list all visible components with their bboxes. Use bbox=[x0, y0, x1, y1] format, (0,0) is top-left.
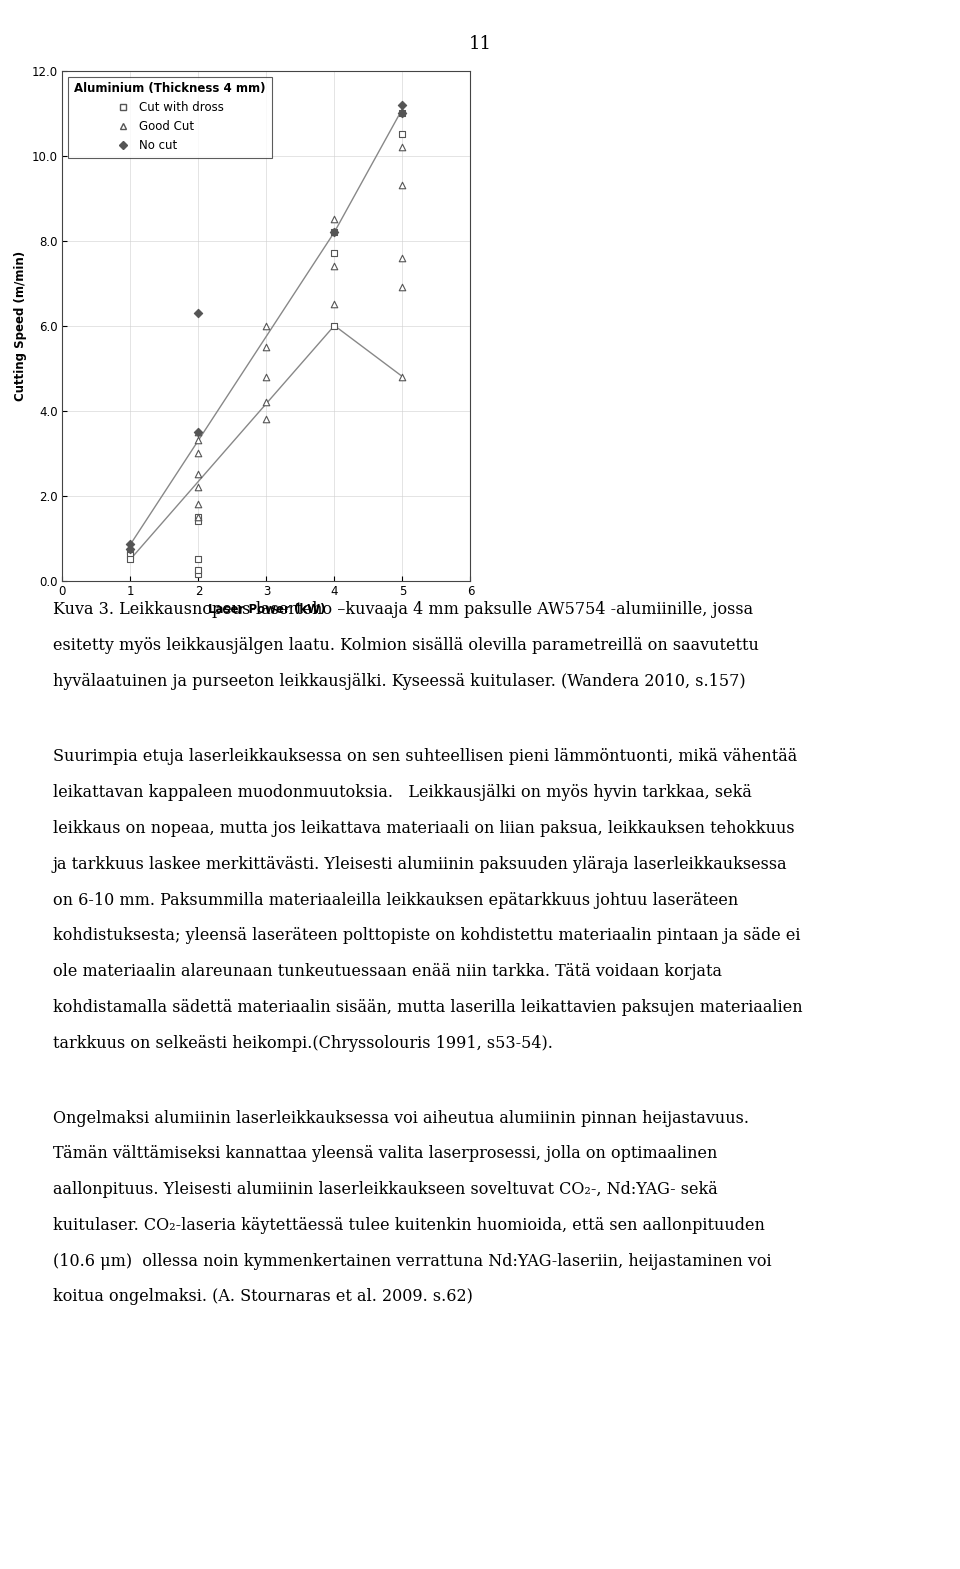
Point bbox=[191, 441, 206, 466]
Point bbox=[326, 254, 342, 279]
Point bbox=[395, 93, 410, 118]
Point bbox=[191, 461, 206, 486]
Point bbox=[326, 292, 342, 317]
Legend: Cut with dross, Good Cut, No cut: Cut with dross, Good Cut, No cut bbox=[68, 77, 272, 158]
Point bbox=[395, 275, 410, 300]
Point bbox=[395, 122, 410, 147]
Text: aallonpituus. Yleisesti alumiinin laserleikkaukseen soveltuvat CO₂-, Nd:YAG- sek: aallonpituus. Yleisesti alumiinin laserl… bbox=[53, 1181, 717, 1199]
Point bbox=[395, 100, 410, 126]
Text: esitetty myös leikkausjälgen laatu. Kolmion sisällä olevilla parametreillä on sa: esitetty myös leikkausjälgen laatu. Kolm… bbox=[53, 637, 758, 654]
X-axis label: Laser Power (kW): Laser Power (kW) bbox=[207, 602, 325, 615]
Point bbox=[326, 207, 342, 232]
Text: Tämän välttämiseksi kannattaa yleensä valita laserprosessi, jolla on optimaaline: Tämän välttämiseksi kannattaa yleensä va… bbox=[53, 1145, 717, 1163]
Point bbox=[191, 428, 206, 453]
Point bbox=[123, 532, 138, 557]
Point bbox=[258, 364, 275, 389]
Point bbox=[395, 135, 410, 160]
Text: 11: 11 bbox=[468, 35, 492, 52]
Point bbox=[258, 389, 275, 414]
Point bbox=[395, 100, 410, 126]
Text: tarkkuus on selkeästi heikompi.(Chryssolouris 1991, s53-54).: tarkkuus on selkeästi heikompi.(Chryssol… bbox=[53, 1034, 553, 1051]
Point bbox=[326, 220, 342, 245]
Point bbox=[123, 546, 138, 571]
Point bbox=[191, 562, 206, 587]
Text: leikkaus on nopeaa, mutta jos leikattava materiaali on liian paksua, leikkauksen: leikkaus on nopeaa, mutta jos leikattava… bbox=[53, 821, 795, 836]
Point bbox=[395, 245, 410, 270]
Point bbox=[191, 508, 206, 533]
Point bbox=[191, 419, 206, 444]
Text: (10.6 μm)  ollessa noin kymmenkertainen verrattuna Nd:YAG-laseriin, heijastamine: (10.6 μm) ollessa noin kymmenkertainen v… bbox=[53, 1252, 772, 1269]
Text: ja tarkkuus laskee merkittävästi. Yleisesti alumiinin paksuuden yläraja laserlei: ja tarkkuus laskee merkittävästi. Yleise… bbox=[53, 855, 787, 872]
Point bbox=[258, 312, 275, 337]
Text: Kuva 3. Leikkausnopeus-laserteho –kuvaaja 4 mm paksulle AW5754 -alumiinille, jos: Kuva 3. Leikkausnopeus-laserteho –kuvaaj… bbox=[53, 601, 753, 618]
Point bbox=[258, 334, 275, 359]
Point bbox=[258, 406, 275, 431]
Point bbox=[123, 538, 138, 563]
Point bbox=[191, 504, 206, 529]
Point bbox=[191, 557, 206, 582]
Text: kuitulaser. CO₂-laseria käytettäessä tulee kuitenkin huomioida, että sen aallonp: kuitulaser. CO₂-laseria käytettäessä tul… bbox=[53, 1218, 765, 1233]
Text: kohdistuksesta; yleensä laseräteen polttopiste on kohdistettu materiaalin pintaa: kohdistuksesta; yleensä laseräteen poltt… bbox=[53, 927, 801, 945]
Text: kohdistamalla sädettä materiaalin sisään, mutta laserilla leikattavien paksujen : kohdistamalla sädettä materiaalin sisään… bbox=[53, 999, 803, 1015]
Text: ole materiaalin alareunaan tunkeutuessaan enää niin tarkka. Tätä voidaan korjata: ole materiaalin alareunaan tunkeutuessaa… bbox=[53, 963, 722, 981]
Point bbox=[191, 491, 206, 516]
Text: Suurimpia etuja laserleikkauksessa on sen suhteellisen pieni lämmöntuonti, mikä : Suurimpia etuja laserleikkauksessa on se… bbox=[53, 748, 797, 766]
Text: koitua ongelmaksi. (A. Stournaras et al. 2009. s.62): koitua ongelmaksi. (A. Stournaras et al.… bbox=[53, 1288, 472, 1305]
Point bbox=[191, 300, 206, 325]
Y-axis label: Cutting Speed (m/min): Cutting Speed (m/min) bbox=[14, 251, 27, 400]
Point bbox=[326, 240, 342, 265]
Point bbox=[326, 220, 342, 245]
Point bbox=[395, 364, 410, 389]
Text: hyvälaatuinen ja purseeton leikkausjälki. Kyseessä kuitulaser. (Wandera 2010, s.: hyvälaatuinen ja purseeton leikkausjälki… bbox=[53, 673, 745, 690]
Text: leikattavan kappaleen muodonmuutoksia.   Leikkausjälki on myös hyvin tarkkaa, se: leikattavan kappaleen muodonmuutoksia. L… bbox=[53, 784, 752, 802]
Point bbox=[191, 546, 206, 571]
Text: on 6-10 mm. Paksummilla materiaaleilla leikkauksen epätarkkuus johtuu laseräteen: on 6-10 mm. Paksummilla materiaaleilla l… bbox=[53, 891, 738, 908]
Point bbox=[191, 419, 206, 444]
Point bbox=[123, 537, 138, 562]
Point bbox=[123, 543, 138, 568]
Text: Ongelmaksi alumiinin laserleikkauksessa voi aiheutua alumiinin pinnan heijastavu: Ongelmaksi alumiinin laserleikkauksessa … bbox=[53, 1109, 749, 1127]
Point bbox=[326, 312, 342, 337]
Point bbox=[191, 474, 206, 499]
Point bbox=[395, 173, 410, 198]
Point bbox=[191, 504, 206, 529]
